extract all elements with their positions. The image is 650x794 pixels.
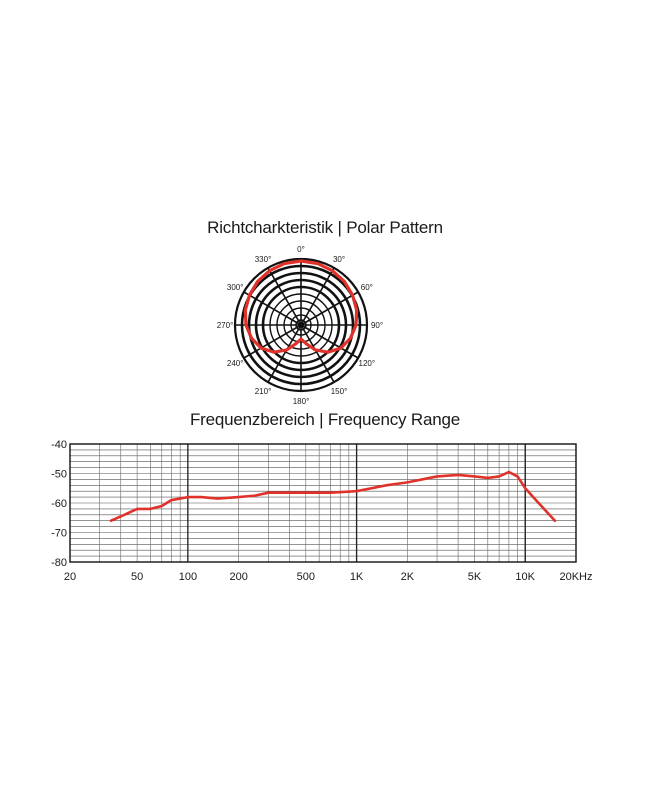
frequency-response-point [160,505,163,507]
frequency-response-point [524,487,527,490]
frequency-response-point [508,471,510,473]
frequency-response-point [355,490,358,493]
polar-angle-label: 270° [217,321,234,330]
frequency-response-point [187,496,189,498]
polar-spoke [300,324,335,383]
freq-x-tick-label: 100 [179,571,197,583]
frequency-response-point [200,496,203,498]
polar-spoke [243,291,302,326]
polar-angle-label: 150° [331,387,348,396]
frequency-response-point [406,481,409,484]
polar-angle-label: 0° [297,245,305,254]
frequency-range-title: Frequenzbereich | Frequency Range [190,410,460,429]
freq-y-tick-label: -50 [51,469,67,481]
freq-x-tick-label: 50 [131,571,143,583]
frequency-response-point [123,514,126,516]
frequency-response-point [473,475,476,478]
polar-spoke [300,324,359,359]
frequency-response-point [554,519,556,522]
freq-y-tick-label: -60 [51,498,67,510]
polar-pattern-title: Richtcharkteristik | Polar Pattern [207,218,443,237]
frequency-response-point [385,484,388,487]
freq-x-tick-label: 20KHz [559,571,592,583]
freq-y-tick-label: -70 [51,528,67,540]
polar-angle-label: 210° [255,387,272,396]
freq-x-tick-label: 20 [64,571,76,583]
polar-angle-label: 240° [227,359,244,368]
frequency-response-point [436,475,438,478]
freq-x-tick-label: 500 [297,571,315,583]
polar-spoke [267,267,302,326]
frequency-response-point [254,494,256,497]
freq-y-tick-label: -40 [51,439,67,451]
polar-spoke [267,324,302,383]
polar-angle-label: 30° [333,255,345,264]
freq-x-tick-label: 10K [515,571,535,583]
frequency-response-point [237,496,240,498]
freq-y-tick-label: -80 [51,557,67,569]
frequency-response-point [136,508,138,510]
frequency-response-point [216,497,219,500]
frequency-response-point [170,499,173,501]
polar-angle-label: 180° [293,397,310,406]
frequency-response-point [329,491,332,494]
frequency-response-point [487,477,489,479]
frequency-response-point [516,475,519,478]
freq-x-tick-label: 200 [229,571,247,583]
polar-spoke [300,291,359,326]
polar-angle-label: 60° [361,283,373,292]
polar-pattern-line [243,259,359,354]
frequency-response-point [179,497,181,500]
freq-plot-frame [69,443,577,563]
freq-x-tick-label: 5K [468,571,482,583]
frequency-response-point [457,474,459,476]
frequency-response-point [304,491,307,494]
freq-x-tick-label: 2K [401,571,415,583]
frequency-response-point [537,502,540,504]
polar-spoke [243,324,302,359]
frequency-response-point [149,508,152,510]
freq-x-tick-label: 1K [350,571,364,583]
polar-spoke [300,267,335,326]
frequency-response-point [267,491,270,494]
polar-angle-label: 330° [255,255,272,264]
polar-angle-label: 120° [359,359,376,368]
polar-angle-label: 300° [227,283,244,292]
frequency-response-point [288,491,291,494]
frequency-response-point [498,475,500,478]
polar-angle-label: 90° [371,321,383,330]
frequency-response-point [110,519,112,522]
